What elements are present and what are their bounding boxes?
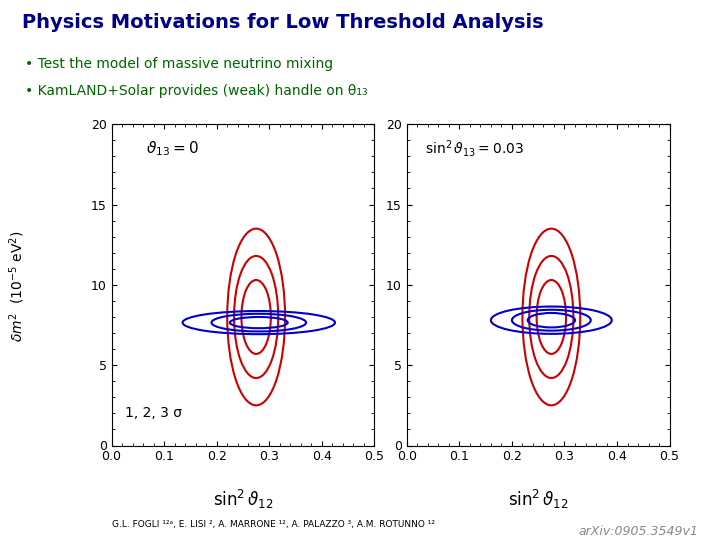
Text: G.L. FOGLI ¹²ᵃ, E. LISI ², A. MARRONE ¹², A. PALAZZO ³, A.M. ROTUNNO ¹²: G.L. FOGLI ¹²ᵃ, E. LISI ², A. MARRONE ¹²…: [112, 521, 435, 529]
Text: • KamLAND+Solar provides (weak) handle on θ₁₃: • KamLAND+Solar provides (weak) handle o…: [25, 84, 368, 98]
Text: arXiv:0905.3549v1: arXiv:0905.3549v1: [579, 525, 698, 538]
Text: $\sin^2\vartheta_{13} = 0.03$: $\sin^2\vartheta_{13} = 0.03$: [426, 138, 524, 159]
Text: 1, 2, 3 σ: 1, 2, 3 σ: [125, 406, 181, 420]
Text: • Test the model of massive neutrino mixing: • Test the model of massive neutrino mix…: [25, 57, 333, 71]
Text: $\sin^2\vartheta_{12}$: $\sin^2\vartheta_{12}$: [213, 488, 274, 511]
Text: $\vartheta_{13} = 0$: $\vartheta_{13} = 0$: [145, 139, 199, 158]
Text: $\sin^2\vartheta_{12}$: $\sin^2\vartheta_{12}$: [508, 488, 569, 511]
Text: Physics Motivations for Low Threshold Analysis: Physics Motivations for Low Threshold An…: [22, 14, 543, 32]
Text: $\delta m^2\ \ (10^{-5}\ \mathrm{eV}^2)$: $\delta m^2\ \ (10^{-5}\ \mathrm{eV}^2)$: [7, 231, 27, 342]
